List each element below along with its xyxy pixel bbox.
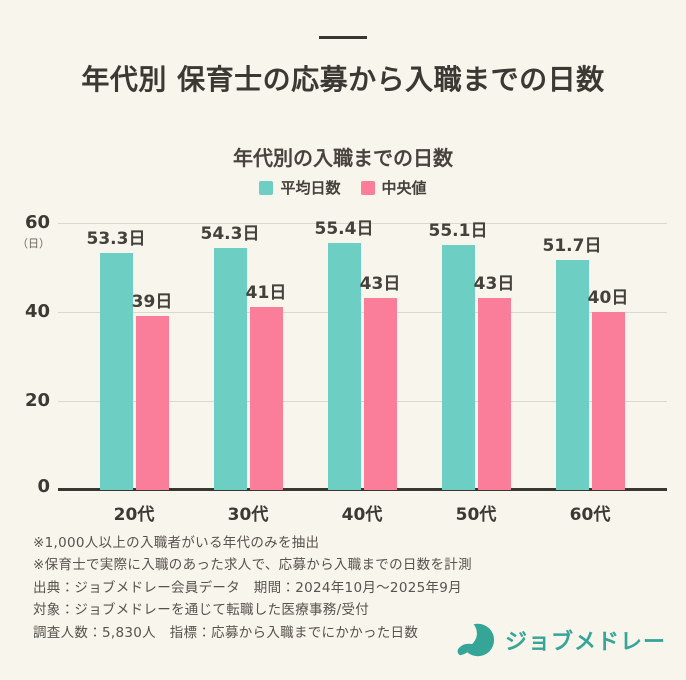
plot-area: 60 （日） 40 20 0 53.3日 39日 20代 54.3日 41日 30代 55.…: [0, 210, 686, 540]
bar-median-20s: [135, 316, 169, 490]
footnote-line-2: ※保育士で実際に入職のあった求人で、応募から入職までの日数を計測: [33, 557, 472, 574]
bar-value-label-median-30s: 41日: [245, 283, 287, 304]
bar-value-label-median-60s: 40日: [587, 287, 629, 308]
bar-value-label-average-40s: 55.4日: [314, 219, 374, 240]
legend-item-median: 中央値: [360, 177, 427, 198]
bar-value-label-median-50s: 43日: [473, 274, 515, 295]
bar-median-30s: [249, 307, 283, 490]
jobmedley-crescent-icon: [457, 623, 495, 657]
gridline-40: [58, 312, 667, 313]
footnote-line-5: 調査人数：5,830人 指標：応募から入職までにかかった日数: [33, 624, 419, 641]
bar-median-40s: [363, 298, 397, 490]
gridline-20: [58, 401, 667, 402]
bar-median-50s: [477, 298, 511, 490]
bar-value-label-median-20s: 39日: [131, 292, 173, 313]
y-axis-unit: （日）: [17, 237, 50, 250]
bar-average-60s: [555, 259, 589, 490]
legend-label-median: 中央値: [381, 179, 427, 197]
chart-legend: 平均日数 中央値: [0, 177, 686, 198]
title-dash: [319, 36, 367, 39]
bar-average-50s: [441, 244, 475, 490]
y-tick-0: 0: [37, 476, 50, 497]
bar-average-40s: [327, 243, 361, 490]
bar-value-label-average-20s: 53.3日: [86, 228, 146, 249]
legend-item-average: 平均日数: [259, 177, 341, 198]
x-axis-label-60s: 60代: [569, 505, 611, 525]
footnotes: ※1,000人以上の入職者がいる年代のみを抽出 ※保育士で実際に入職のあった求人…: [33, 532, 666, 644]
footnote-line-1: ※1,000人以上の入職者がいる年代のみを抽出: [33, 535, 320, 551]
median-swatch-icon: [360, 180, 375, 195]
bar-median-60s: [591, 311, 625, 490]
gridline-60: [58, 223, 667, 224]
x-axis-label-40s: 40代: [341, 505, 383, 525]
legend-label-average: 平均日数: [280, 179, 341, 197]
x-axis-line: [58, 488, 667, 491]
y-tick-40: 40: [24, 301, 50, 322]
footnote-line-4: 対象：ジョブメドレーを通じて転職した医療事務/受付: [33, 602, 370, 619]
jobmedley-logo: ジョブメドレー: [454, 618, 666, 662]
jobmedley-logo-text: ジョブメドレー: [504, 630, 666, 655]
average-swatch-icon: [259, 180, 274, 195]
x-axis-label-20s: 20代: [113, 505, 155, 525]
y-tick-60: 60: [24, 212, 50, 233]
x-axis-label-30s: 30代: [227, 505, 269, 525]
bar-value-label-average-60s: 51.7日: [542, 235, 602, 256]
bar-value-label-average-30s: 54.3日: [200, 224, 260, 245]
chart-title: 年代別の入職までの日数: [233, 146, 453, 170]
bar-value-label-median-40s: 43日: [359, 274, 401, 295]
bar-average-30s: [213, 248, 247, 490]
x-axis-label-50s: 50代: [455, 505, 497, 525]
footnote-line-3: 出典：ジョブメドレー会員データ 期間：2024年10月～2025年9月: [33, 579, 462, 596]
y-tick-20: 20: [24, 390, 50, 411]
bar-average-20s: [99, 252, 133, 490]
bar-value-label-average-50s: 55.1日: [428, 220, 488, 241]
page-title: 年代別 保育士の応募から入職までの日数: [81, 63, 605, 96]
